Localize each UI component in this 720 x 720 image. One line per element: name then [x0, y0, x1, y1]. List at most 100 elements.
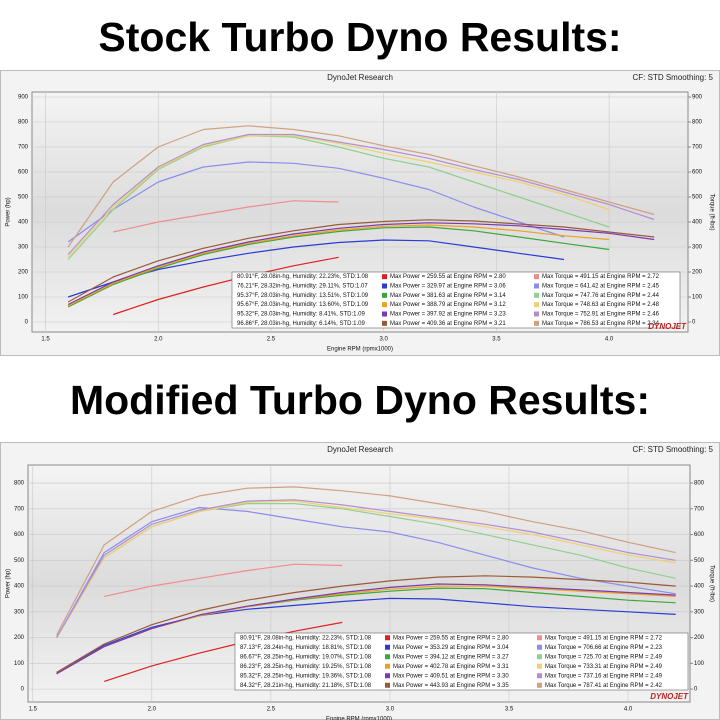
legend-label: Max Torque = 787.41 at Engine RPM = 2.42: [545, 683, 663, 689]
legend-conditions: 76.21°F, 28.32in-hg, Humidity: 29.11%, S…: [237, 284, 368, 290]
legend-conditions: 85.32°F, 28.25in-hg, Humidity: 19.36%, S…: [240, 673, 372, 679]
legend-swatch: [382, 274, 387, 280]
y2-tick-label: 0: [694, 687, 698, 693]
legend-conditions: 87.13°F, 28.24in-hg, Humidity: 18.81%, S…: [240, 645, 372, 651]
legend-swatch: [534, 292, 539, 298]
power-line: [67, 222, 655, 306]
x-tick-label: 4.0: [624, 707, 633, 713]
y2-tick-label: 800: [694, 481, 705, 487]
legend-label: Max Torque = 733.31 at Engine RPM = 2.49: [545, 664, 663, 670]
y-tick-label: 200: [18, 270, 29, 276]
torque-line: [56, 499, 676, 638]
legend-swatch: [385, 673, 390, 679]
x-tick-label: 4.0: [605, 337, 614, 343]
legend-label: Max Power = 353.29 at Engine RPM = 3.04: [393, 645, 509, 651]
y2-tick-label: 300: [692, 245, 703, 251]
legend-conditions: 86.23°F, 28.25in-hg, Humidity: 19.25%, S…: [240, 664, 372, 670]
legend-conditions: 95.37°F, 28.03in-hg, Humidity: 13.51%, S…: [237, 293, 369, 299]
power-line: [56, 583, 676, 675]
window-title: DynoJet Research: [327, 73, 393, 82]
torque-line: [67, 135, 610, 260]
window-settings: CF: STD Smoothing: 5: [633, 73, 714, 82]
legend-label: Max Power = 394.12 at Engine RPM = 3.27: [393, 654, 509, 660]
y2-tick-label: 900: [692, 95, 703, 101]
y-tick-label: 900: [18, 95, 29, 101]
legend-label: Max Power = 381.63 at Engine RPM = 3.14: [390, 293, 506, 299]
legend-label: Max Torque = 725.70 at Engine RPM = 2.49: [545, 654, 663, 660]
legend-label: Max Power = 397.92 at Engine RPM = 3.23: [390, 312, 506, 318]
y-tick-label: 200: [14, 635, 25, 641]
power-line: [56, 575, 676, 673]
y-tick-label: 400: [14, 584, 25, 590]
legend-label: Max Torque = 706.66 at Engine RPM = 2.23: [545, 645, 663, 651]
legend-label: Max Power = 409.51 at Engine RPM = 3.30: [393, 673, 509, 679]
y-tick-label: 800: [18, 120, 29, 126]
legend-label: Max Torque = 748.63 at Engine RPM = 2.48: [542, 302, 660, 308]
window-title: DynoJet Research: [327, 445, 393, 454]
y-tick-label: 700: [18, 145, 29, 151]
x-tick-label: 2.0: [154, 337, 163, 343]
heading: Modified Turbo Dyno Results:: [70, 377, 650, 423]
legend-swatch: [537, 635, 542, 641]
legend-swatch: [382, 292, 387, 298]
y2-tick-label: 100: [692, 295, 703, 301]
y-tick-label: 0: [21, 687, 25, 693]
x-tick-label: 2.5: [267, 337, 276, 343]
legend-label: Max Power = 259.55 at Engine RPM = 2.80: [390, 274, 506, 280]
y2-tick-label: 400: [694, 584, 705, 590]
legend-label: Max Torque = 491.15 at Engine RPM = 2.72: [545, 635, 663, 641]
y2-tick-label: 800: [692, 120, 703, 126]
legend-conditions: 80.91°F, 28.08in-hg, Humidity: 22.23%, S…: [240, 635, 372, 641]
legend-label: Max Power = 402.78 at Engine RPM = 3.31: [393, 664, 509, 670]
y-tick-label: 100: [14, 661, 25, 667]
y-tick-label: 700: [14, 506, 25, 512]
y2-tick-label: 300: [694, 609, 705, 615]
legend-box: [234, 632, 689, 691]
legend-conditions: 80.91°F, 28.08in-hg, Humidity: 22.23%, S…: [237, 274, 369, 280]
x-axis-label: Engine RPM (rpmx1000): [326, 717, 392, 720]
legend-label: Max Torque = 491.15 at Engine RPM = 2.72: [542, 274, 660, 280]
legend-swatch: [537, 654, 542, 660]
y2-tick-label: 100: [694, 661, 705, 667]
legend-conditions: 95.67°F, 28.03in-hg, Humidity: 13.60%, S…: [237, 302, 369, 308]
y2-axis-label: Torque (ft-lbs): [708, 193, 714, 230]
legend-label: Max Torque = 641.42 at Engine RPM = 2.45: [542, 284, 660, 290]
legend-label: Max Torque = 747.76 at Engine RPM = 2.44: [542, 293, 660, 299]
legend-swatch: [534, 274, 539, 280]
x-tick-label: 3.5: [492, 337, 501, 343]
legend-conditions: 84.32°F, 28.21in-hg, Humidity: 21.18%, S…: [240, 683, 372, 689]
y2-tick-label: 600: [694, 532, 705, 538]
power-line: [67, 219, 655, 303]
legend-label: Max Power = 443.93 at Engine RPM = 3.35: [393, 683, 509, 689]
y-tick-label: 300: [18, 245, 29, 251]
torque-line: [104, 563, 343, 597]
y2-tick-label: 200: [694, 635, 705, 641]
power-line: [67, 224, 610, 307]
y2-tick-label: 500: [692, 195, 703, 201]
legend-label: Max Power = 329.97 at Engine RPM = 3.06: [390, 284, 506, 290]
legend-swatch: [534, 283, 539, 289]
legend-swatch: [385, 635, 390, 641]
y-tick-label: 100: [18, 295, 29, 301]
legend-box: [231, 271, 681, 329]
legend-swatch: [537, 673, 542, 679]
legend-swatch: [534, 311, 539, 317]
x-tick-label: 2.0: [148, 707, 157, 713]
power-line: [56, 597, 676, 675]
y-tick-label: 600: [18, 170, 29, 176]
y-axis-label: Power (hp): [6, 197, 12, 226]
legend-label: Max Torque = 752.91 at Engine RPM = 2.46: [542, 312, 660, 318]
x-tick-label: 1.5: [41, 337, 50, 343]
y2-tick-label: 700: [694, 506, 705, 512]
x-tick-label: 3.0: [386, 707, 395, 713]
logo: DYNOJET: [648, 322, 687, 331]
torque-line: [56, 500, 676, 638]
power-line: [113, 256, 339, 316]
x-tick-label: 3.5: [505, 707, 514, 713]
power-line: [67, 226, 610, 308]
torque-line: [56, 506, 676, 638]
y-tick-label: 0: [25, 320, 29, 326]
legend-conditions: 95.32°F, 28.03in-hg, Humidity: 8.41%, ST…: [237, 312, 365, 318]
